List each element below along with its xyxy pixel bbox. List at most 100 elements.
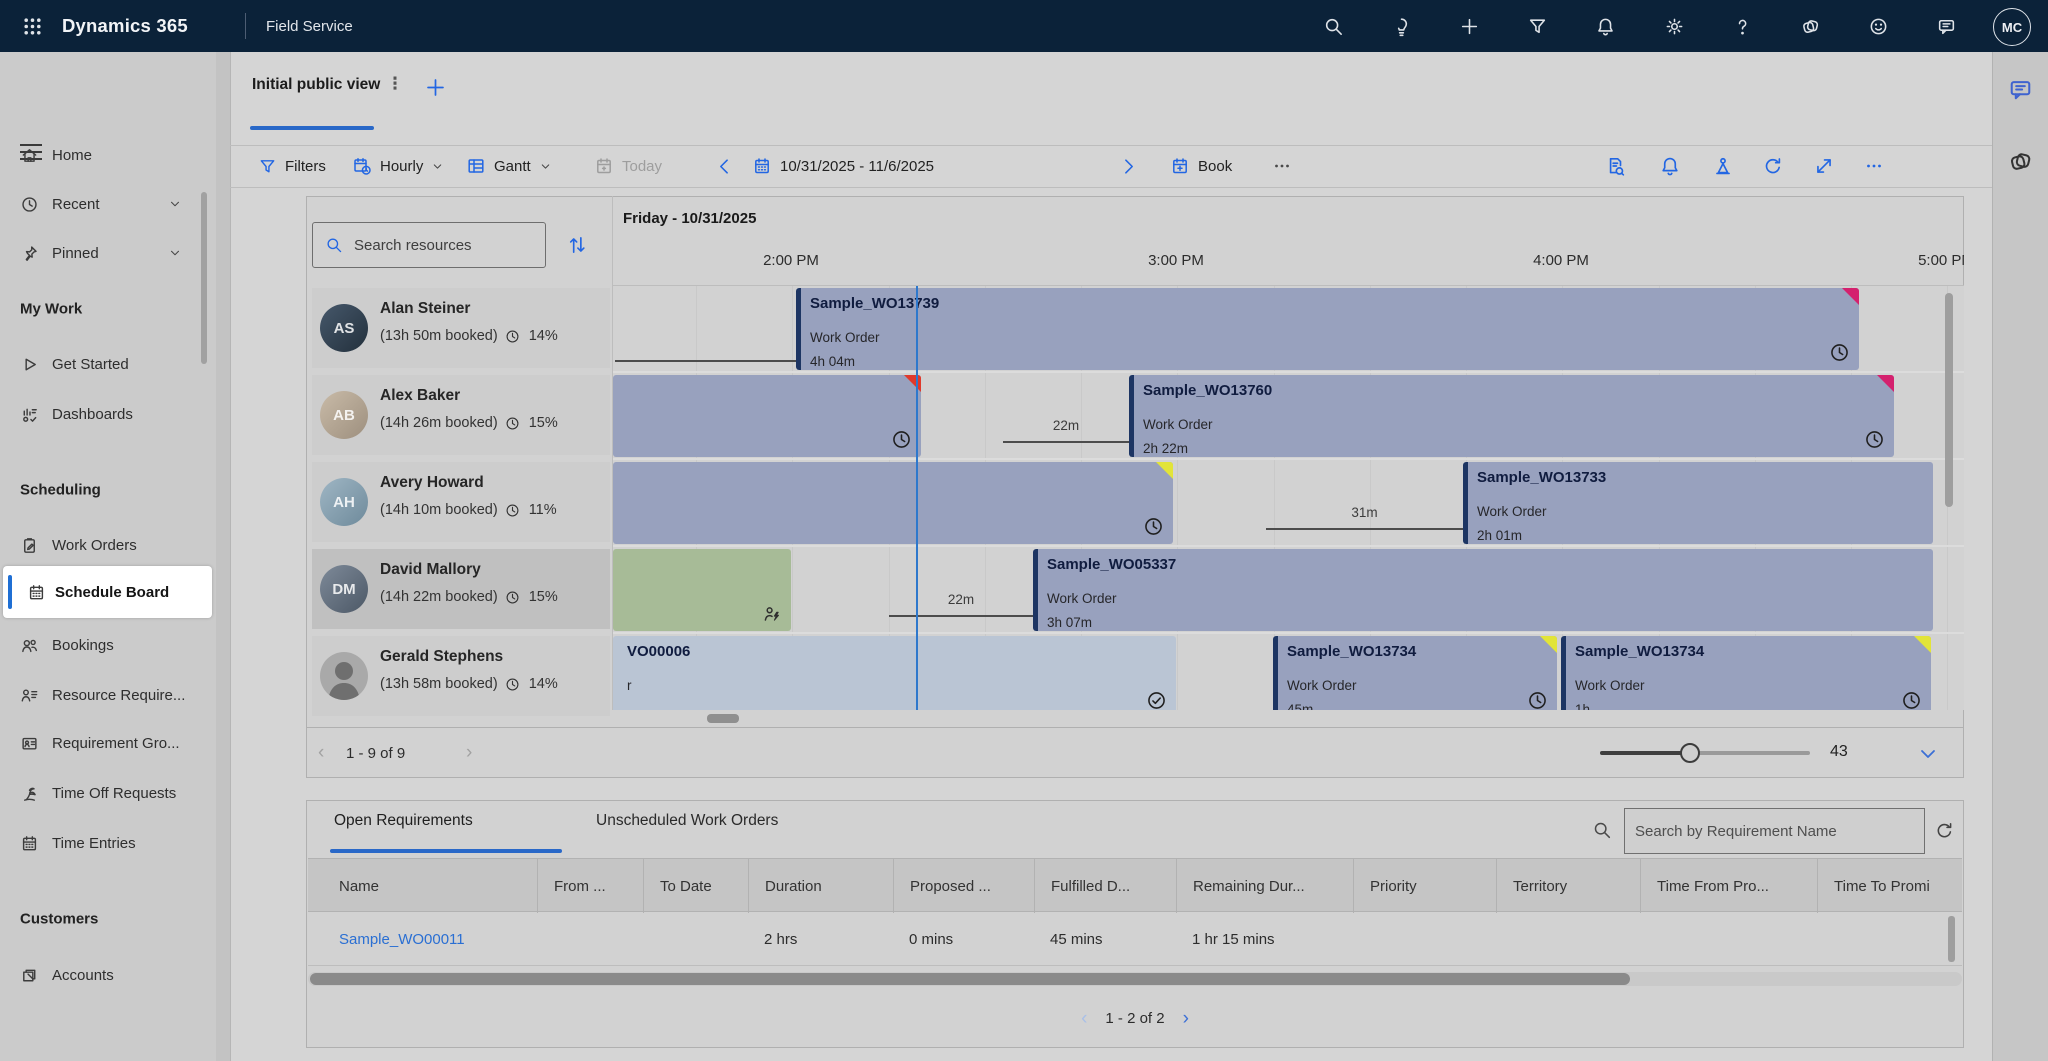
sidebar-item-schedule-board[interactable]: Schedule Board xyxy=(3,566,212,618)
bell-icon[interactable] xyxy=(1586,0,1626,52)
resource-row-gerald-stephens[interactable]: Gerald Stephens(13h 58m booked)14% xyxy=(312,636,610,716)
booking-sample_wo13734[interactable]: Sample_WO13734Work Order45m xyxy=(1273,636,1557,710)
resource-row-alan-steiner[interactable]: ASAlan Steiner(13h 50m booked)14% xyxy=(312,288,610,368)
sort-resources-icon[interactable] xyxy=(566,234,588,256)
app-area-title[interactable]: Field Service xyxy=(266,0,353,52)
requirement-name-link[interactable]: Sample_WO00011 xyxy=(308,912,568,966)
view-gantt-dropdown[interactable]: Gantt xyxy=(466,145,552,187)
scale-hourly-dropdown[interactable]: Hourly xyxy=(352,145,444,187)
resource-row-david-mallory[interactable]: DMDavid Mallory(14h 22m booked)15% xyxy=(312,549,610,629)
booking-sample_wo05337[interactable]: Sample_WO05337Work Order3h 07m xyxy=(1033,549,1933,631)
next-date-chevron-icon[interactable] xyxy=(1118,156,1139,177)
alert-corner xyxy=(1156,462,1173,479)
calendar-icon xyxy=(27,583,46,602)
requirements-refresh-icon[interactable] xyxy=(1934,820,1955,841)
sidebar-item-time-entries[interactable]: Time Entries xyxy=(0,823,216,863)
expand-board-icon[interactable] xyxy=(1813,155,1835,177)
booking-block[interactable] xyxy=(613,462,1173,544)
gear-icon[interactable] xyxy=(1654,0,1694,52)
resources-prev-page-chevron[interactable]: ‹ xyxy=(318,743,324,762)
column-header-time-from-pro[interactable]: Time From Pro... xyxy=(1640,859,1817,913)
filters-button[interactable]: Filters xyxy=(258,145,326,187)
travel-duration-label: 22m xyxy=(1053,418,1079,433)
sidebar-item-pinned[interactable]: Pinned xyxy=(0,233,216,273)
sidebar-item-home[interactable]: Home xyxy=(0,135,216,175)
sidebar-item-resource-require[interactable]: Resource Require... xyxy=(0,675,216,715)
zoom-slider-track[interactable] xyxy=(1690,751,1810,755)
zoom-slider-thumb[interactable] xyxy=(1680,743,1700,763)
plus-icon[interactable] xyxy=(1449,0,1489,52)
booking-block[interactable] xyxy=(613,549,791,631)
column-header-fulfilled-d[interactable]: Fulfilled D... xyxy=(1034,859,1176,913)
booking-sample_wo13739[interactable]: Sample_WO13739Work Order4h 04m xyxy=(796,288,1859,370)
waffle-icon[interactable] xyxy=(22,16,43,37)
gantt-vertical-scrollbar[interactable] xyxy=(1945,293,1953,507)
gantt-horizontal-scrollbar[interactable] xyxy=(707,714,739,723)
add-view-tab-icon[interactable] xyxy=(424,76,447,99)
sidebar-item-time-off-requests[interactable]: Time Off Requests xyxy=(0,773,216,813)
alert-corner xyxy=(904,375,921,392)
refresh-icon[interactable] xyxy=(1762,155,1784,177)
sidebar-item-label: Get Started xyxy=(52,356,129,373)
copilot-icon[interactable] xyxy=(1790,0,1830,52)
clock-icon xyxy=(505,677,520,692)
tab-open-requirements[interactable]: Open Requirements xyxy=(334,812,473,830)
collapse-panel-chevron-icon[interactable] xyxy=(1916,742,1940,766)
smiley-icon[interactable] xyxy=(1859,0,1899,52)
search-resources-input[interactable] xyxy=(352,236,526,255)
column-header-remaining-dur[interactable]: Remaining Dur... xyxy=(1176,859,1353,913)
column-header-to-date[interactable]: To Date xyxy=(643,859,748,913)
column-header-duration[interactable]: Duration xyxy=(748,859,893,913)
search-requirement-input[interactable] xyxy=(1625,822,1917,841)
sidebar-item-label: Time Off Requests xyxy=(52,785,176,802)
sidebar-item-accounts[interactable]: Accounts xyxy=(0,955,216,995)
sidebar-item-work-orders[interactable]: Work Orders xyxy=(0,525,216,565)
prev-date-chevron-icon[interactable] xyxy=(714,156,735,177)
copilot-icon[interactable] xyxy=(2007,148,2034,175)
board-more-icon[interactable] xyxy=(1864,156,1884,176)
column-header-time-to-promi[interactable]: Time To Promi xyxy=(1817,859,1964,913)
resource-row-avery-howard[interactable]: AHAvery Howard(14h 10m booked)11% xyxy=(312,462,610,542)
alerts-bell-icon[interactable] xyxy=(1659,155,1681,177)
requirements-prev-page-chevron[interactable]: ‹ xyxy=(1081,1009,1087,1028)
user-avatar[interactable]: MC xyxy=(1993,8,2031,46)
sidebar-item-requirement-gro[interactable]: Requirement Gro... xyxy=(0,723,216,763)
booking-sample_wo13734[interactable]: Sample_WO13734Work Order1h xyxy=(1561,636,1931,710)
funnel-icon[interactable] xyxy=(1518,0,1558,52)
resources-next-page-chevron[interactable]: › xyxy=(466,743,472,762)
today-button[interactable]: Today xyxy=(594,145,662,187)
booking-block[interactable] xyxy=(613,375,921,457)
tab-options-kebab-icon[interactable]: ⋮ xyxy=(386,74,404,96)
booking-requirements-icon[interactable] xyxy=(1604,155,1626,177)
column-header-from[interactable]: From ... xyxy=(537,859,643,913)
zoom-slider-track-filled[interactable] xyxy=(1600,751,1690,755)
book-button[interactable]: Book xyxy=(1170,145,1232,187)
sidebar-item-bookings[interactable]: Bookings xyxy=(0,625,216,665)
map-pin-icon[interactable] xyxy=(1712,155,1734,177)
sidebar-item-dashboards[interactable]: Dashboards xyxy=(0,394,216,434)
booking-vo00006[interactable]: VO00006r xyxy=(613,636,1176,710)
chat-icon[interactable] xyxy=(1927,0,1967,52)
help-icon[interactable] xyxy=(1722,0,1762,52)
tab-unscheduled-work-orders[interactable]: Unscheduled Work Orders xyxy=(596,812,778,830)
sidebar-item-get-started[interactable]: Get Started xyxy=(0,344,216,384)
toolbar-more-icon[interactable] xyxy=(1272,156,1292,176)
booking-sample_wo13733[interactable]: Sample_WO13733Work Order2h 01m xyxy=(1463,462,1933,544)
column-header-territory[interactable]: Territory xyxy=(1496,859,1640,913)
sidebar-item-recent[interactable]: Recent xyxy=(0,184,216,224)
requirements-horizontal-scrollbar[interactable] xyxy=(310,973,1630,985)
search-icon[interactable] xyxy=(1313,0,1353,52)
column-header-priority[interactable]: Priority xyxy=(1353,859,1496,913)
date-range-button[interactable]: 10/31/2025 - 11/6/2025 xyxy=(752,145,934,187)
view-tab[interactable]: Initial public view xyxy=(252,76,380,94)
requirements-next-page-chevron[interactable]: › xyxy=(1183,1009,1189,1028)
booking-type: Work Order xyxy=(810,330,880,345)
booking-sample_wo13760[interactable]: Sample_WO13760Work Order2h 22m xyxy=(1129,375,1894,457)
column-header-name[interactable]: Name xyxy=(308,859,537,913)
teams-chat-icon[interactable] xyxy=(2007,76,2034,103)
time-tick: 4:00 PM xyxy=(1533,252,1589,269)
resource-row-alex-baker[interactable]: ABAlex Baker(14h 26m booked)15% xyxy=(312,375,610,455)
bulb-icon[interactable] xyxy=(1381,0,1421,52)
requirements-vertical-scrollbar[interactable] xyxy=(1948,916,1955,962)
column-header-proposed[interactable]: Proposed ... xyxy=(893,859,1034,913)
